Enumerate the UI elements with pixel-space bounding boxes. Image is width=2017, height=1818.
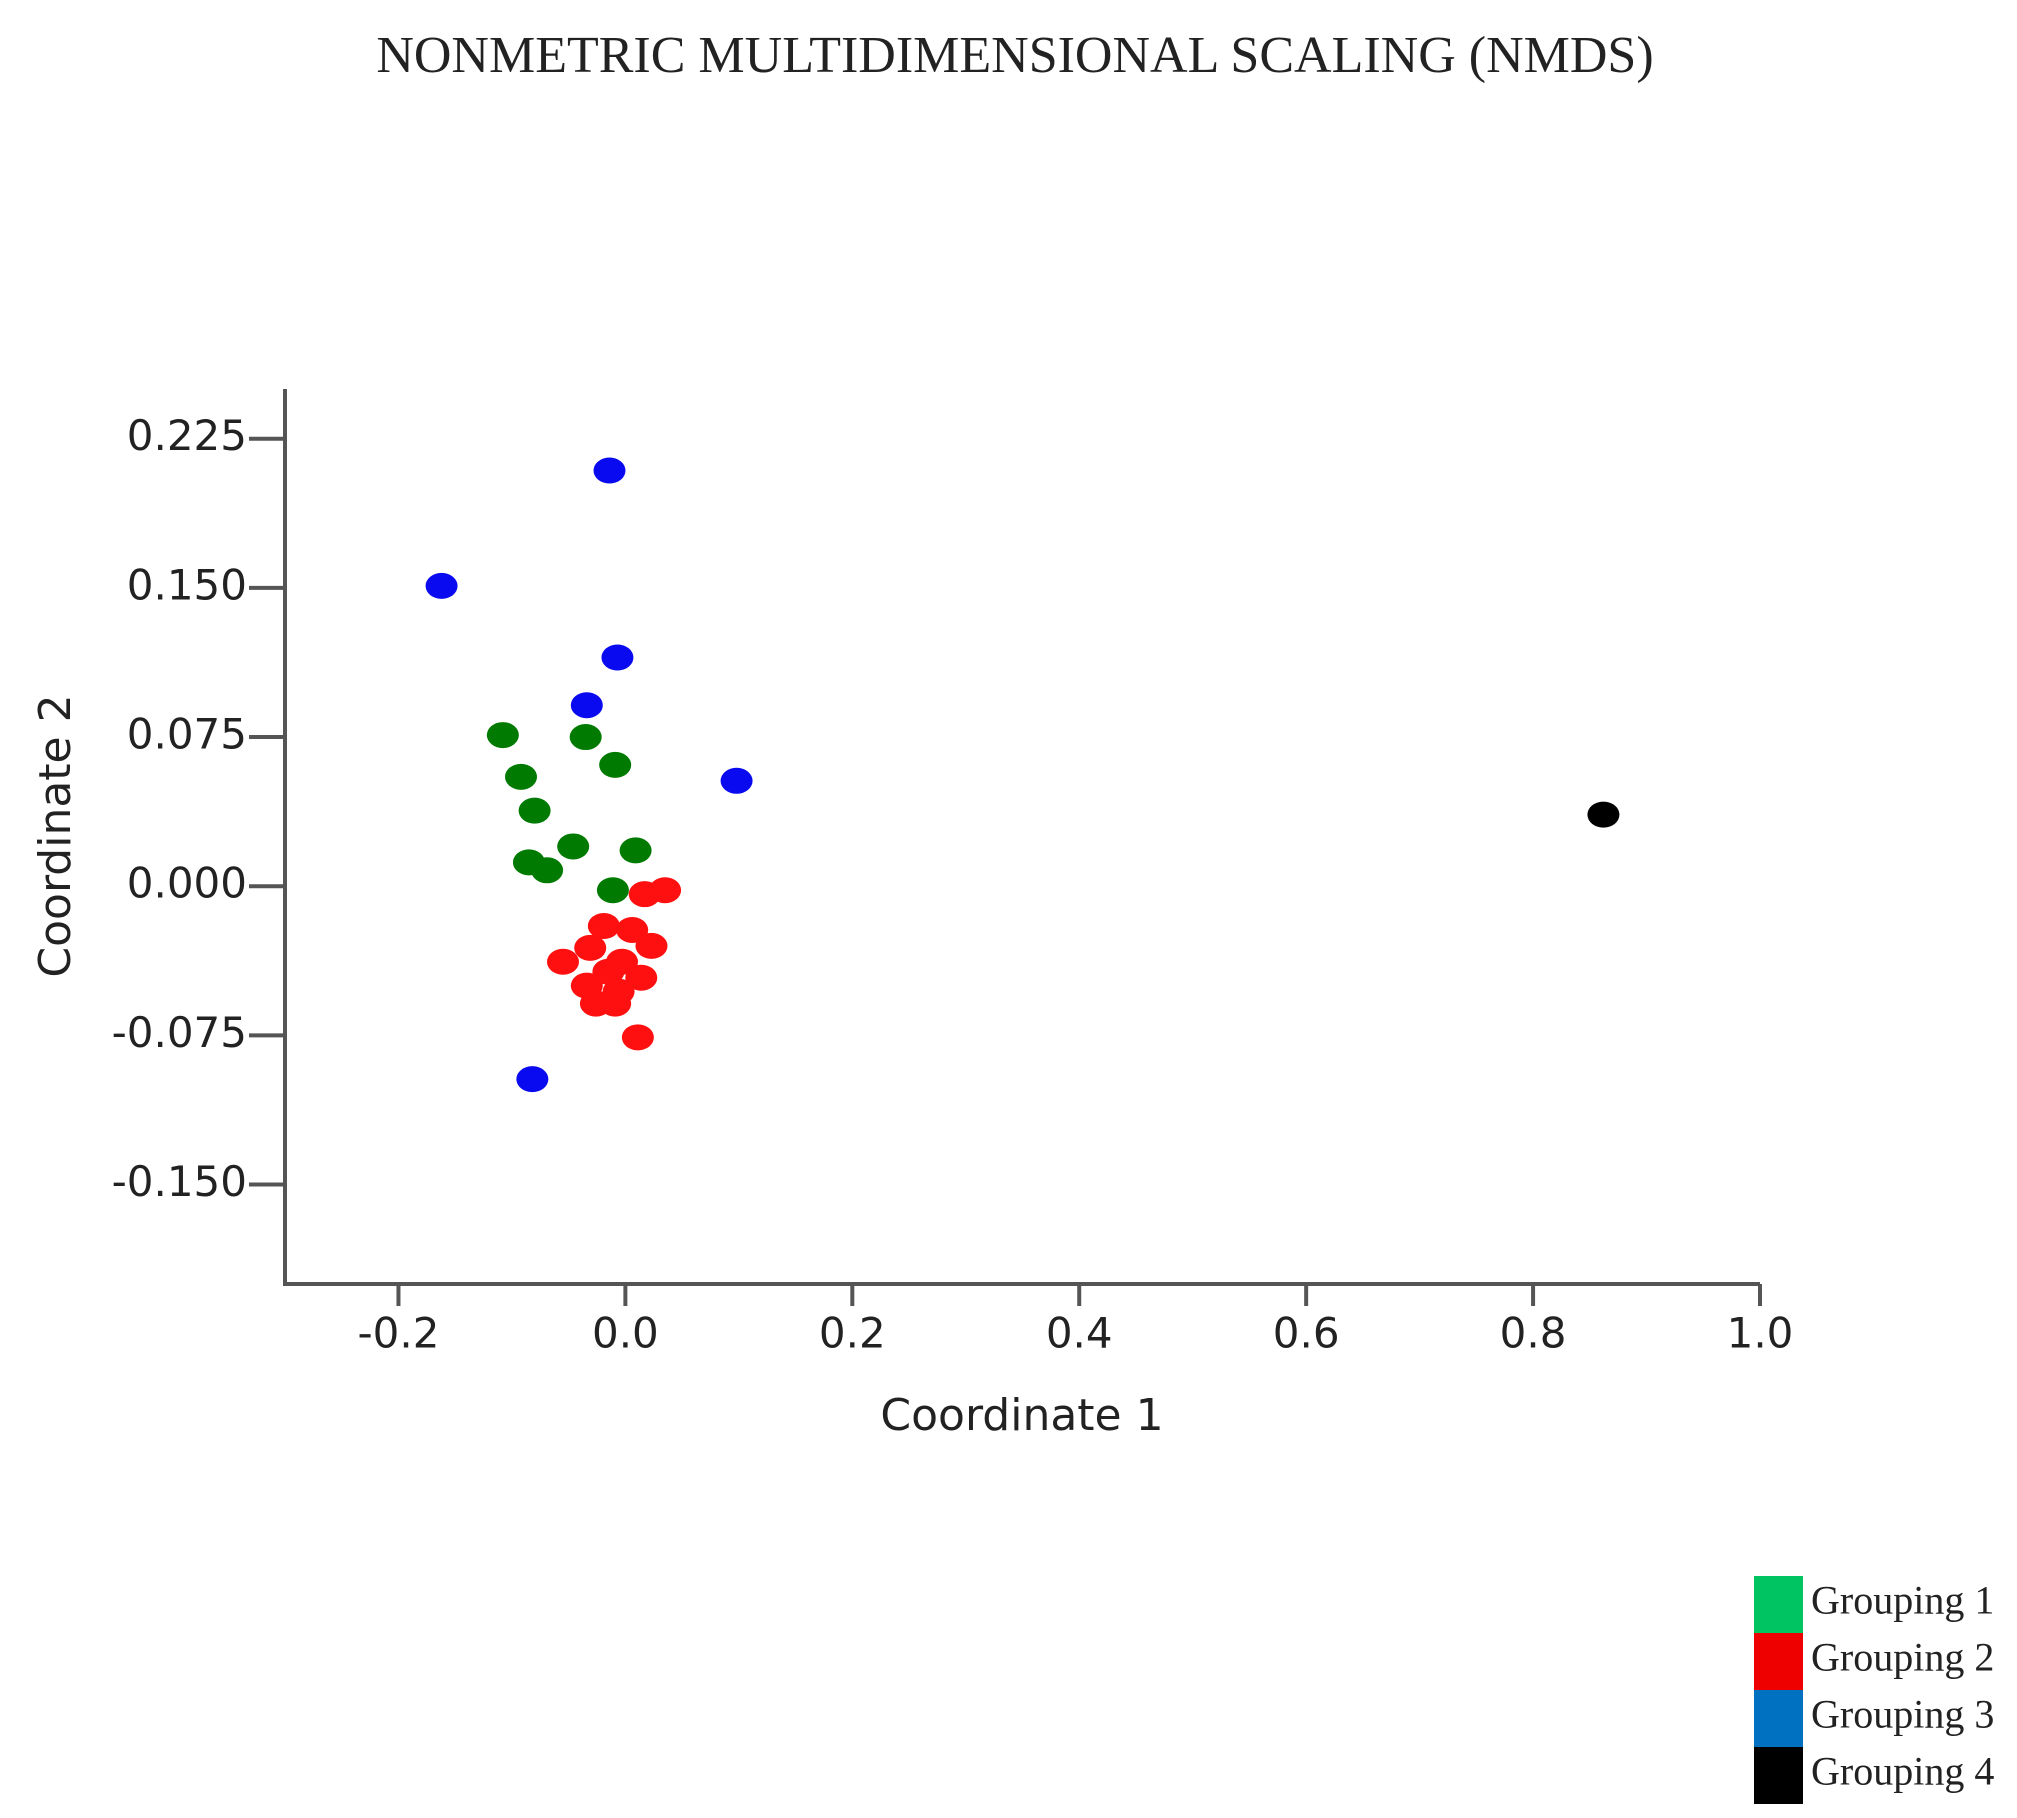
x-tick-label: 0.8 <box>1500 1309 1567 1358</box>
point <box>593 457 626 484</box>
point <box>635 932 668 959</box>
point <box>599 990 632 1017</box>
y-tick-label: -0.075 <box>112 1008 247 1057</box>
point <box>516 1066 549 1093</box>
point <box>592 958 625 985</box>
point <box>601 644 634 671</box>
point <box>587 913 620 939</box>
legend-swatch <box>1754 1576 1803 1633</box>
x-tick-label: 0.4 <box>1046 1309 1113 1358</box>
point <box>628 881 661 908</box>
x-tick-label: 0.0 <box>592 1309 659 1358</box>
legend-label: Grouping 4 <box>1811 1749 1994 1794</box>
legend-swatch <box>1754 1690 1803 1747</box>
point <box>596 877 629 904</box>
y-tick-label: -0.150 <box>112 1157 247 1206</box>
point <box>621 1024 654 1051</box>
point <box>557 833 590 860</box>
y-tick-label: 0.225 <box>127 411 247 460</box>
x-tick-label: 0.6 <box>1273 1309 1340 1358</box>
legend-swatch <box>1754 1633 1803 1690</box>
point <box>720 767 753 794</box>
x-axis-label: Coordinate 1 <box>880 1390 1163 1441</box>
x-tick-label: 0.2 <box>819 1309 886 1358</box>
x-tick-label: -0.2 <box>357 1309 439 1358</box>
y-axis-label: Coordinate 2 <box>30 694 81 977</box>
point <box>574 934 607 961</box>
x-tick-label: 1.0 <box>1727 1309 1794 1358</box>
point <box>616 916 649 943</box>
legend-label: Grouping 3 <box>1811 1692 1994 1737</box>
point <box>599 751 632 778</box>
point <box>486 722 519 749</box>
point <box>425 572 458 599</box>
point <box>625 964 658 991</box>
point <box>518 797 551 824</box>
point <box>531 857 564 884</box>
point <box>569 724 602 751</box>
chart-title: NONMETRIC MULTIDIMENSIONAL SCALING (NMDS… <box>376 27 1653 84</box>
y-tick-label: 0.000 <box>127 859 247 908</box>
legend-label: Grouping 1 <box>1811 1578 1994 1623</box>
legend-label: Grouping 2 <box>1811 1635 1994 1680</box>
point <box>505 763 537 790</box>
legend-swatch <box>1754 1747 1803 1804</box>
y-tick-label: 0.075 <box>127 710 247 759</box>
y-tick-label: 0.150 <box>127 560 247 609</box>
point <box>570 692 603 719</box>
point <box>546 948 579 975</box>
point <box>1587 801 1620 828</box>
point <box>619 837 652 864</box>
